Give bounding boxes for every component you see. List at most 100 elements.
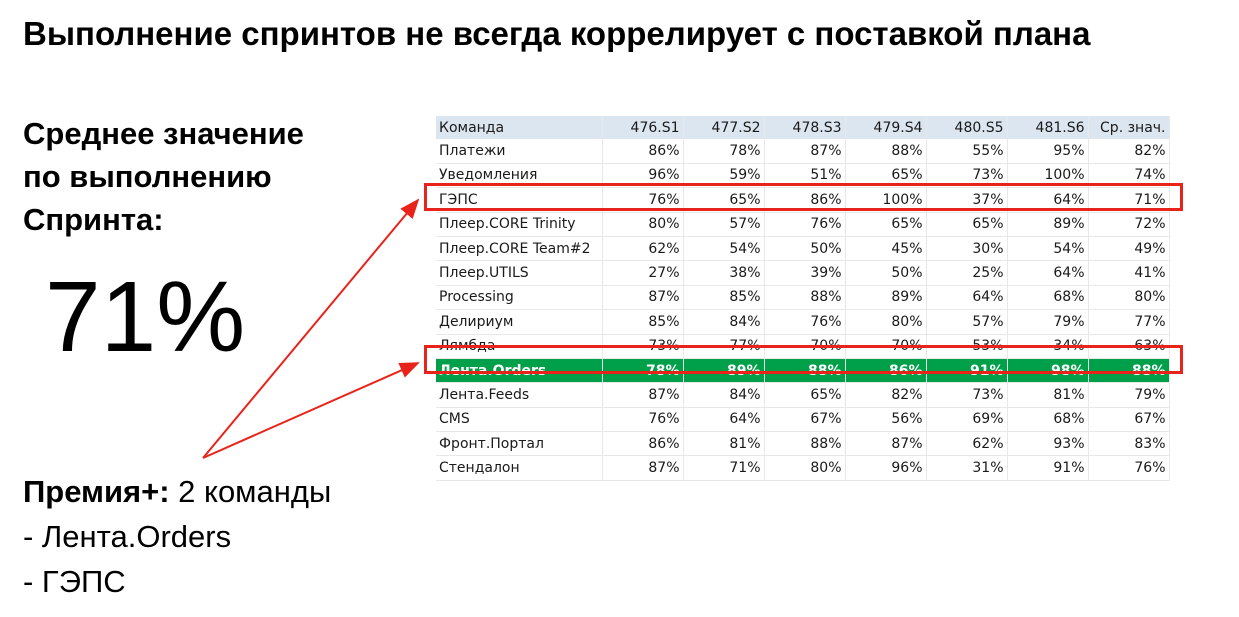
percent-cell: 39% bbox=[764, 260, 846, 286]
premia-item: - ГЭПС bbox=[23, 564, 126, 599]
column-header: Ср. знач. bbox=[1088, 116, 1170, 140]
percent-cell: 95% bbox=[1007, 139, 1089, 164]
percent-cell: 82% bbox=[845, 382, 927, 408]
percent-cell: 96% bbox=[845, 455, 927, 481]
percent-cell: 91% bbox=[1007, 455, 1089, 481]
percent-cell: 71% bbox=[683, 455, 765, 481]
percent-cell: 87% bbox=[764, 139, 846, 164]
percent-cell: 76% bbox=[764, 212, 846, 237]
team-name-cell: Стендалон bbox=[436, 455, 603, 481]
column-header: 479.S4 bbox=[845, 116, 927, 140]
table-row: Плеер.UTILS 27% 38% 39% 50% 25% 64% 41% bbox=[436, 260, 1170, 286]
percent-cell: 56% bbox=[845, 407, 927, 433]
percent-cell: 78% bbox=[683, 139, 765, 164]
table-row: Processing 87% 85% 88% 89% 64% 68% 80% bbox=[436, 285, 1170, 311]
percent-cell: 80% bbox=[764, 455, 846, 481]
percent-cell: 72% bbox=[1088, 212, 1170, 237]
slide-title: Выполнение спринтов не всегда коррелируе… bbox=[23, 15, 1091, 52]
percent-cell: 93% bbox=[1007, 431, 1089, 457]
arrow-to-geps bbox=[202, 198, 420, 459]
percent-cell: 25% bbox=[926, 260, 1008, 286]
percent-cell: 65% bbox=[845, 212, 927, 237]
column-header: 478.S3 bbox=[764, 116, 846, 140]
percent-cell: 76% bbox=[764, 309, 846, 335]
percent-cell: 57% bbox=[926, 309, 1008, 335]
percent-cell: 67% bbox=[1088, 407, 1170, 433]
percent-cell: 57% bbox=[683, 212, 765, 237]
percent-cell: 87% bbox=[602, 285, 684, 311]
team-name-cell: Фронт.Портал bbox=[436, 431, 603, 457]
column-header: 477.S2 bbox=[683, 116, 765, 140]
percent-cell: 49% bbox=[1088, 236, 1170, 262]
premia-block: Премия+: 2 команды - Лента.Orders - ГЭПС bbox=[23, 469, 331, 604]
team-name-cell: Лента.Feeds bbox=[436, 382, 603, 408]
percent-cell: 76% bbox=[602, 407, 684, 433]
percent-cell: 91% bbox=[926, 358, 1008, 384]
premia-item: - Лента.Orders bbox=[23, 519, 232, 554]
percent-cell: 79% bbox=[1007, 309, 1089, 335]
percent-cell: 88% bbox=[1088, 358, 1170, 384]
percent-cell: 68% bbox=[1007, 285, 1089, 311]
percent-cell: 84% bbox=[683, 309, 765, 335]
percent-cell: 81% bbox=[1007, 382, 1089, 408]
premia-label: Премия+: bbox=[23, 474, 170, 509]
percent-cell: 31% bbox=[926, 455, 1008, 481]
percent-cell: 77% bbox=[1088, 309, 1170, 335]
percent-cell: 64% bbox=[926, 285, 1008, 311]
percent-cell: 73% bbox=[926, 382, 1008, 408]
table-row: Стендалон 87% 71% 80% 96% 31% 91% 76% bbox=[436, 455, 1170, 481]
percent-cell: 69% bbox=[926, 407, 1008, 433]
percent-cell: 67% bbox=[764, 407, 846, 433]
percent-cell: 83% bbox=[1088, 431, 1170, 457]
percent-cell: 87% bbox=[602, 455, 684, 481]
column-header: 476.S1 bbox=[602, 116, 684, 140]
average-label-line: по выполнению bbox=[23, 159, 272, 194]
percent-cell: 55% bbox=[926, 139, 1008, 164]
column-header-team: Команда bbox=[436, 116, 603, 140]
table-row: Плеер.CORE Team#2 62% 54% 50% 45% 30% 54% 49% bbox=[436, 236, 1170, 262]
average-label-line: Спринта: bbox=[23, 202, 164, 237]
percent-cell: 62% bbox=[926, 431, 1008, 457]
team-name-cell: Плеер.CORE Trinity bbox=[436, 212, 603, 237]
percent-cell: 78% bbox=[602, 358, 684, 384]
team-name-cell: Processing bbox=[436, 285, 603, 311]
percent-cell: 80% bbox=[1088, 285, 1170, 311]
percent-cell: 50% bbox=[764, 236, 846, 262]
table-row: Делириум 85% 84% 76% 80% 57% 79% 77% bbox=[436, 309, 1170, 335]
highlight-frame-lenta-orders bbox=[424, 345, 1183, 374]
average-label-line: Среднее значение bbox=[23, 116, 304, 151]
percent-cell: 79% bbox=[1088, 382, 1170, 408]
team-name-cell: Делириум bbox=[436, 309, 603, 335]
percent-cell: 38% bbox=[683, 260, 765, 286]
percent-cell: 54% bbox=[1007, 236, 1089, 262]
table-row: CMS 76% 64% 67% 56% 69% 68% 67% bbox=[436, 407, 1170, 433]
table-header-row: Команда 476.S1 477.S2 478.S3 479.S4 480.S5 481… bbox=[436, 116, 1170, 140]
percent-cell: 76% bbox=[1088, 455, 1170, 481]
percent-cell: 87% bbox=[845, 431, 927, 457]
percent-cell: 30% bbox=[926, 236, 1008, 262]
column-header: 480.S5 bbox=[926, 116, 1008, 140]
percent-cell: 50% bbox=[845, 260, 927, 286]
percent-cell: 88% bbox=[764, 358, 846, 384]
percent-cell: 85% bbox=[683, 285, 765, 311]
percent-cell: 41% bbox=[1088, 260, 1170, 286]
average-value: 71% bbox=[45, 261, 246, 373]
percent-cell: 80% bbox=[845, 309, 927, 335]
percent-cell: 65% bbox=[926, 212, 1008, 237]
team-name-cell: Лента.Orders bbox=[436, 358, 603, 384]
percent-cell: 45% bbox=[845, 236, 927, 262]
percent-cell: 88% bbox=[845, 139, 927, 164]
table-row: Лента.Orders 78% 89% 88% 86% 91% 98% 88% bbox=[436, 358, 1170, 384]
percent-cell: 86% bbox=[845, 358, 927, 384]
percent-cell: 85% bbox=[602, 309, 684, 335]
percent-cell: 84% bbox=[683, 382, 765, 408]
percent-cell: 27% bbox=[602, 260, 684, 286]
column-header: 481.S6 bbox=[1007, 116, 1089, 140]
percent-cell: 87% bbox=[602, 382, 684, 408]
percent-cell: 64% bbox=[683, 407, 765, 433]
percent-cell: 65% bbox=[764, 382, 846, 408]
team-name-cell: CMS bbox=[436, 407, 603, 433]
percent-cell: 81% bbox=[683, 431, 765, 457]
average-label: Среднее значение по выполнению Спринта: bbox=[23, 112, 304, 241]
